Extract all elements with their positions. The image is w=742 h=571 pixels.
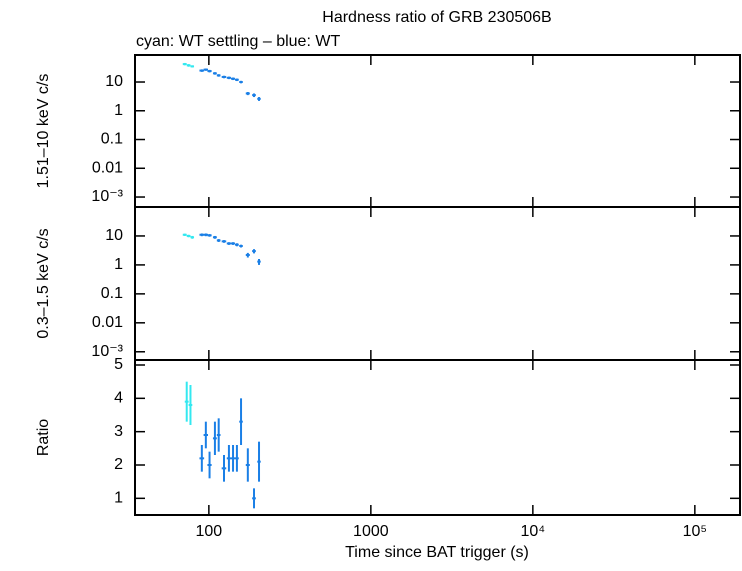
data-point xyxy=(257,97,261,101)
data-point xyxy=(239,244,243,248)
y-tick-label: 3 xyxy=(114,423,123,440)
data-point xyxy=(257,441,261,482)
y-tick-label: 1 xyxy=(114,102,123,119)
data-point xyxy=(226,445,232,472)
data-point xyxy=(252,93,256,98)
chart-subtitle: cyan: WT settling – blue: WT xyxy=(136,33,340,50)
y-tick-label: 2 xyxy=(114,456,123,473)
data-point xyxy=(212,235,217,239)
data-point xyxy=(203,233,209,237)
x-axis-label: Time since BAT trigger (s) xyxy=(345,544,529,561)
data-point xyxy=(221,240,227,243)
data-point xyxy=(190,235,195,239)
y-tick-label: 10 xyxy=(105,227,123,244)
x-tick-label: 100 xyxy=(196,523,223,540)
data-point xyxy=(239,80,243,84)
x-tick-label: 10⁴ xyxy=(521,523,546,540)
data-point xyxy=(203,421,209,449)
data-point xyxy=(231,242,235,245)
data-point xyxy=(182,233,187,236)
y-tick-label: 0.01 xyxy=(92,314,123,331)
y-axis-label: Ratio xyxy=(35,419,52,456)
y-axis-label: 1.51–10 keV c/s xyxy=(35,74,52,189)
data-point xyxy=(231,77,235,81)
data-point xyxy=(190,65,195,68)
data-point xyxy=(188,385,193,425)
data-point xyxy=(245,252,250,258)
data-point xyxy=(231,445,235,472)
y-tick-label: 0.1 xyxy=(101,131,123,148)
y-tick-label: 10 xyxy=(105,73,123,90)
x-tick-label: 10⁵ xyxy=(683,523,707,540)
data-point xyxy=(199,69,205,72)
data-point xyxy=(186,64,191,67)
data-point xyxy=(186,234,191,238)
data-point xyxy=(184,381,189,422)
y-tick-label: 1 xyxy=(114,490,123,507)
panel-frame xyxy=(134,359,741,516)
data-point xyxy=(216,239,221,242)
y-tick-label: 1 xyxy=(114,256,123,273)
y-tick-label: 5 xyxy=(114,356,123,373)
y-axis-label: 0.3–1.5 keV c/s xyxy=(35,228,52,338)
data-point xyxy=(207,69,212,73)
data-point xyxy=(226,242,232,245)
x-tick-label: 1000 xyxy=(353,523,389,540)
data-point xyxy=(234,243,239,247)
data-point xyxy=(221,75,227,79)
data-point xyxy=(216,74,221,77)
data-point xyxy=(252,488,256,509)
data-point xyxy=(252,249,256,254)
data-point xyxy=(239,398,243,445)
y-tick-label: 10⁻³ xyxy=(91,188,123,205)
data-point xyxy=(207,451,212,479)
data-point xyxy=(182,62,187,66)
data-point xyxy=(257,259,261,265)
data-point xyxy=(212,72,217,75)
data-point xyxy=(199,233,205,237)
data-point xyxy=(221,455,227,482)
data-point xyxy=(203,68,209,71)
data-point xyxy=(234,78,239,82)
y-tick-label: 0.01 xyxy=(92,159,123,176)
data-point xyxy=(212,421,217,455)
data-point xyxy=(245,91,250,96)
data-point xyxy=(245,448,250,482)
chart-title: Hardness ratio of GRB 230506B xyxy=(322,9,551,26)
panel-frame xyxy=(134,206,741,361)
data-point xyxy=(207,234,212,237)
data-point xyxy=(199,445,205,472)
y-tick-label: 10⁻³ xyxy=(91,343,123,360)
data-point xyxy=(234,445,239,472)
data-point xyxy=(226,76,232,80)
y-tick-label: 4 xyxy=(114,390,123,407)
y-tick-label: 0.1 xyxy=(101,285,123,302)
data-point xyxy=(216,418,221,452)
